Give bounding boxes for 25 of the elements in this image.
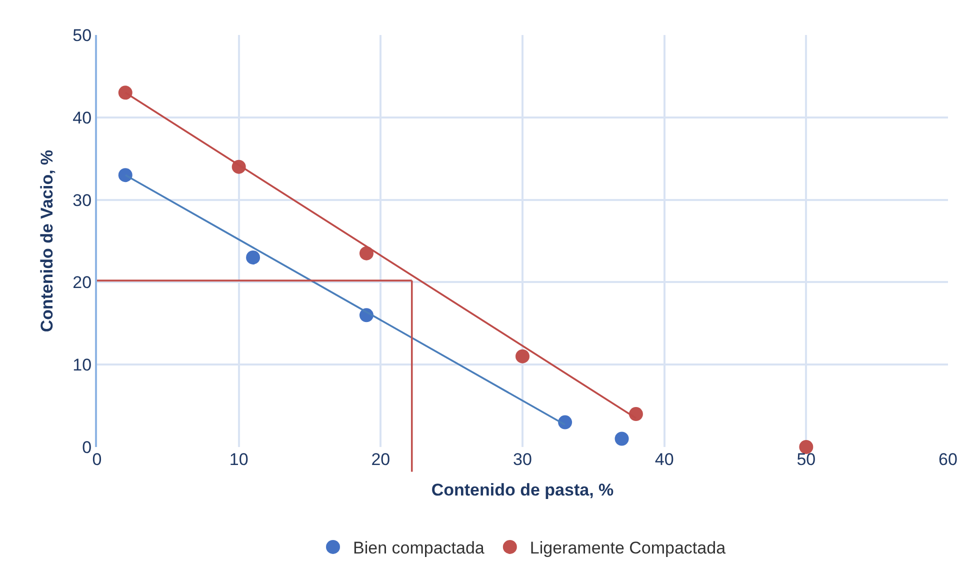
point bbox=[516, 349, 530, 364]
point bbox=[558, 415, 572, 430]
point bbox=[118, 86, 132, 100]
legend-label: Bien compactada bbox=[353, 538, 485, 558]
point bbox=[118, 168, 132, 182]
point bbox=[628, 407, 643, 422]
point bbox=[614, 432, 629, 446]
y-tick-label: 10 bbox=[72, 356, 92, 375]
x-tick-label: 40 bbox=[654, 450, 674, 469]
x-tick-label: 50 bbox=[796, 450, 816, 469]
x-tick-label: 20 bbox=[371, 450, 390, 469]
x-tick-label: 10 bbox=[229, 450, 248, 469]
y-tick-label: 0 bbox=[82, 438, 92, 457]
point bbox=[359, 246, 374, 260]
y-tick-label: 20 bbox=[72, 273, 92, 292]
y-axis-title: Contenido de Vacio, % bbox=[38, 150, 57, 332]
point bbox=[799, 440, 814, 454]
x-tick-label: 30 bbox=[513, 450, 532, 469]
y-tick-label: 50 bbox=[72, 26, 92, 45]
legend-label: Ligeramente Compactada bbox=[530, 538, 726, 558]
x-tick-label: 60 bbox=[938, 450, 958, 469]
y-tick-label: 30 bbox=[72, 190, 92, 210]
point bbox=[246, 250, 260, 264]
y-tick-label: 40 bbox=[72, 108, 92, 128]
x-axis-title: Contenido de pasta, % bbox=[431, 480, 614, 500]
